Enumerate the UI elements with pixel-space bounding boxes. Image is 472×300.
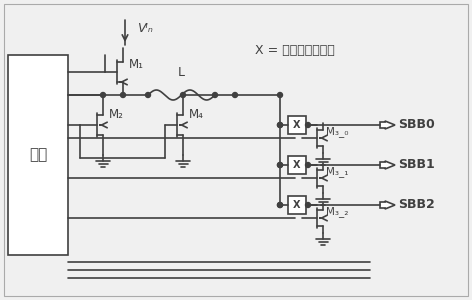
- Circle shape: [278, 163, 283, 167]
- Circle shape: [305, 163, 311, 167]
- FancyBboxPatch shape: [288, 196, 306, 214]
- Text: SBB1: SBB1: [398, 158, 435, 172]
- FancyBboxPatch shape: [8, 55, 68, 255]
- Circle shape: [101, 92, 106, 98]
- Text: M₃_₁: M₃_₁: [326, 167, 348, 178]
- Circle shape: [212, 92, 218, 98]
- Circle shape: [120, 92, 126, 98]
- Circle shape: [305, 202, 311, 208]
- Circle shape: [278, 163, 283, 167]
- FancyArrow shape: [380, 201, 395, 209]
- Text: X: X: [293, 160, 301, 170]
- Circle shape: [278, 202, 283, 208]
- FancyArrow shape: [380, 121, 395, 129]
- Text: M₃_₀: M₃_₀: [326, 127, 348, 137]
- Text: L: L: [178, 66, 185, 79]
- FancyBboxPatch shape: [288, 116, 306, 134]
- Text: M₃_₂: M₃_₂: [326, 206, 348, 218]
- FancyBboxPatch shape: [288, 156, 306, 174]
- FancyArrow shape: [380, 161, 395, 169]
- Text: SBB0: SBB0: [398, 118, 435, 131]
- Text: X: X: [293, 200, 301, 210]
- Text: 制御: 制御: [29, 148, 47, 163]
- Circle shape: [278, 122, 283, 128]
- Circle shape: [233, 92, 237, 98]
- Text: X = 逆ブロック回路: X = 逆ブロック回路: [255, 44, 335, 56]
- Text: M₄: M₄: [189, 109, 204, 122]
- Text: Vᴵₙ: Vᴵₙ: [137, 22, 153, 34]
- Text: M₂: M₂: [109, 109, 124, 122]
- Circle shape: [180, 92, 185, 98]
- Circle shape: [278, 122, 283, 128]
- Circle shape: [278, 92, 283, 98]
- Text: SBB2: SBB2: [398, 199, 435, 212]
- Circle shape: [145, 92, 151, 98]
- Circle shape: [305, 122, 311, 128]
- Text: X: X: [293, 120, 301, 130]
- Text: M₁: M₁: [129, 58, 144, 70]
- Circle shape: [278, 202, 283, 208]
